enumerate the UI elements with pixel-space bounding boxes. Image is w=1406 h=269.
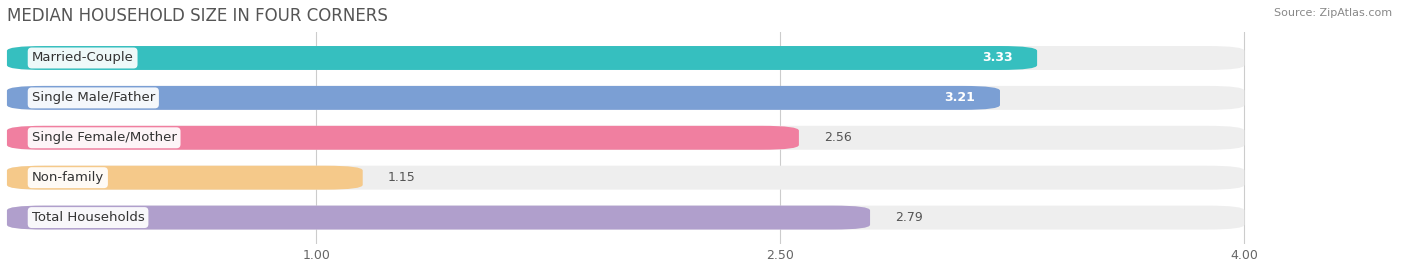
Text: Non-family: Non-family <box>32 171 104 184</box>
FancyBboxPatch shape <box>7 46 1038 70</box>
Text: Married-Couple: Married-Couple <box>32 51 134 65</box>
Text: Single Female/Mother: Single Female/Mother <box>32 131 177 144</box>
Text: Single Male/Father: Single Male/Father <box>32 91 155 104</box>
FancyBboxPatch shape <box>7 86 1244 110</box>
FancyBboxPatch shape <box>7 206 870 229</box>
Text: 1.15: 1.15 <box>388 171 415 184</box>
FancyBboxPatch shape <box>7 166 1244 190</box>
Text: 3.21: 3.21 <box>945 91 976 104</box>
Text: Source: ZipAtlas.com: Source: ZipAtlas.com <box>1274 8 1392 18</box>
FancyBboxPatch shape <box>7 126 1244 150</box>
Text: 2.79: 2.79 <box>894 211 922 224</box>
Text: 3.33: 3.33 <box>981 51 1012 65</box>
FancyBboxPatch shape <box>7 166 363 190</box>
Text: Total Households: Total Households <box>32 211 145 224</box>
Text: MEDIAN HOUSEHOLD SIZE IN FOUR CORNERS: MEDIAN HOUSEHOLD SIZE IN FOUR CORNERS <box>7 7 388 25</box>
FancyBboxPatch shape <box>7 86 1000 110</box>
FancyBboxPatch shape <box>7 206 1244 229</box>
FancyBboxPatch shape <box>7 126 799 150</box>
FancyBboxPatch shape <box>7 46 1244 70</box>
Text: 2.56: 2.56 <box>824 131 852 144</box>
